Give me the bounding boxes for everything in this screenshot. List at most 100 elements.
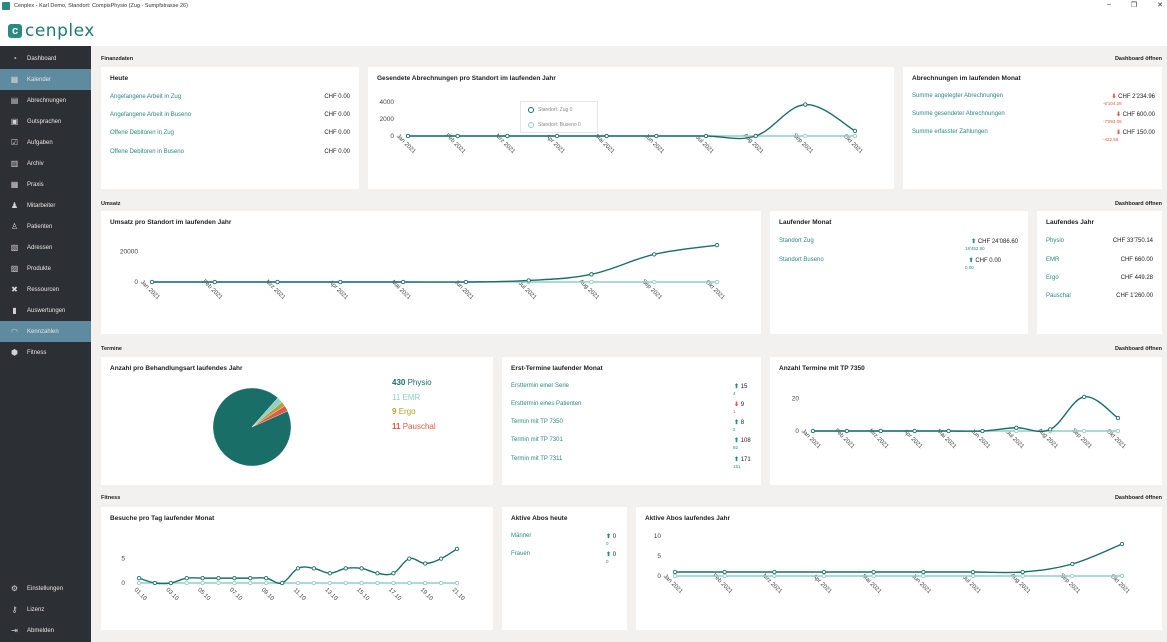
legend-item[interactable]: 9 Ergo (392, 405, 436, 420)
data-point (1081, 394, 1087, 400)
erst-termin-row-delta: 1 (733, 409, 736, 414)
window-titlebar: Cenplex - Karl Demo, Standort: CompisPhy… (0, 0, 1167, 12)
calendar-icon: ▦ (10, 75, 19, 84)
arrow-up-icon: ⬆ (606, 552, 612, 558)
arrow-down-icon: ⬇ (1111, 94, 1117, 100)
minimize-button[interactable]: – (1106, 1, 1111, 8)
legend-item[interactable]: Standort: Buseno 0 (528, 122, 581, 128)
heute-row-label[interactable]: Angefangene Arbeit in Zug (110, 94, 182, 100)
standort-row-label[interactable]: Standort Zug (779, 238, 814, 244)
monat-row-label[interactable]: Summe angelegter Abrechnungen (912, 93, 1004, 99)
arrow-up-icon: ⬆ (968, 258, 974, 264)
jahr-row-label[interactable]: Ergo (1046, 275, 1059, 281)
building-icon: ▦ (10, 180, 19, 189)
open-dashboard-fitness-link[interactable]: Dashboard öffnen (1114, 495, 1162, 501)
erst-termin-row-label[interactable]: Ersttermin einer Serie (511, 383, 570, 389)
sidebar-item-ressourcen[interactable]: ✖ Ressourcen (0, 279, 91, 300)
arrow-up-icon: ⬆ (734, 457, 740, 463)
jahr-row-label[interactable]: Pauschal (1046, 293, 1071, 299)
monat-row-value-text: CHF 2'234.96 (1118, 94, 1155, 100)
sidebar-item-aufgaben[interactable]: ☑ Aufgaben (0, 132, 91, 153)
tasks-icon: ☑ (10, 138, 19, 147)
close-button[interactable]: ✕ (1157, 2, 1163, 9)
data-point (407, 580, 412, 586)
data-point (216, 575, 221, 581)
sidebar-item-patienten[interactable]: ♙ Patienten (0, 216, 91, 237)
section-fitness: Fitness (101, 495, 121, 501)
x-tick-label: 09.10 (260, 587, 275, 602)
jahr-row-label[interactable]: EMR (1046, 257, 1060, 263)
y-tick-label: 0 (390, 133, 394, 140)
sidebar-item-archiv[interactable]: ▥ Archiv (0, 153, 91, 174)
erst-termin-row-label[interactable]: Termin mit TP 7301 (511, 437, 563, 443)
monat-row-label[interactable]: Summe erfasster Zahlungen (912, 129, 988, 135)
data-point (604, 133, 609, 139)
abos-row-label[interactable]: Männer (511, 533, 532, 539)
legend-item[interactable]: 11 EMR (392, 391, 436, 406)
logo-icon: c (8, 24, 22, 38)
sidebar-item-dashboard[interactable]: ◔ Dashboard (0, 48, 91, 69)
data-point (338, 279, 343, 285)
data-point (753, 133, 758, 139)
data-point (168, 580, 173, 586)
open-dashboard-finanz-link[interactable]: Dashboard öffnen (1114, 56, 1162, 62)
data-point (375, 571, 380, 576)
data-point (871, 573, 876, 579)
sidebar-item-gutsprachen[interactable]: ▣ Gutsprachen (0, 111, 91, 132)
maximize-button[interactable]: ❐ (1130, 2, 1138, 9)
sidebar-item-lizenz[interactable]: ⚷ Lizenz (0, 599, 91, 620)
logo[interactable]: c cenplex (8, 21, 95, 41)
x-tick-label: 21.10 (451, 587, 466, 602)
heute-row-label[interactable]: Angefangene Arbeit in Buseno (110, 112, 192, 118)
sidebar-item-praxis[interactable]: ▦ Praxis (0, 174, 91, 195)
sidebar-item-kalender[interactable]: ▦ Kalender (0, 69, 91, 90)
y-tick-label: 5 (657, 553, 661, 560)
legend-item[interactable]: 430 Physio (392, 376, 436, 391)
sidebar-item-auswertungen[interactable]: ▮ Auswertungen (0, 300, 91, 321)
open-dashboard-termine-link[interactable]: Dashboard öffnen (1114, 346, 1162, 352)
pie-slice (251, 405, 288, 428)
erst-termin-row-delta: 4 (733, 391, 736, 396)
sidebar-item-adressen[interactable]: ▧ Adressen (0, 237, 91, 258)
data-point (526, 278, 531, 283)
open-dashboard-umsatz-link[interactable]: Dashboard öffnen (1114, 201, 1162, 207)
data-point (852, 133, 858, 139)
heute-row-label[interactable]: Offene Debitoren in Buseno (110, 149, 184, 155)
sidebar-item-label: Gutsprachen (27, 118, 62, 125)
sidebar-item-label: Adressen (27, 244, 53, 251)
legend-item[interactable]: Standort: Zug 0 (528, 107, 572, 113)
y-tick-label: 0 (134, 279, 138, 286)
sidebar-item-produkte[interactable]: ▨ Produkte (0, 258, 91, 279)
data-point (970, 573, 976, 579)
sidebar-item-kennzahlen[interactable]: ◠ Kennzahlen (0, 321, 91, 342)
abos-heute-card: Aktive Abos heute Männer ⬆ 0 0 Frauen ⬆ … (502, 507, 627, 630)
erst-termin-row-value-text: 171 (740, 457, 751, 463)
heute-row-label[interactable]: Offene Debitoren in Zug (110, 130, 174, 136)
erst-termin-row-label[interactable]: Ersttermin eines Patienten (511, 401, 582, 407)
sidebar-item-abrechnungen[interactable]: ▤ Abrechnungen (0, 90, 91, 111)
data-point (184, 575, 189, 581)
monat-row-label[interactable]: Summe gesendeter Abrechnungen (912, 111, 1005, 117)
standort-row-label[interactable]: Standort Buseno (779, 257, 824, 263)
sidebar-item-einstellungen[interactable]: ⚙ Einstellungen (0, 578, 91, 599)
data-point (200, 575, 205, 581)
sidebar-item-abmelden[interactable]: ⇥ Abmelden (0, 620, 91, 641)
abos-row-label[interactable]: Frauen (511, 551, 531, 557)
data-point (232, 580, 237, 586)
erst-termin-row-value: ⬇ 9 (734, 401, 744, 408)
monat-row-value: ⬇ CHF 600.00 (1116, 111, 1155, 118)
erst-termin-row-label[interactable]: Termin mit TP 7311 (511, 456, 563, 462)
erst-termin-row-label[interactable]: Termin mit TP 7350 (511, 419, 563, 425)
legend-item[interactable]: 11 Pauschal (392, 420, 436, 435)
sidebar-item-mitarbeiter[interactable]: ♟ Mitarbeiter (0, 195, 91, 216)
erst-termin-row-value: ⬆ 15 (734, 383, 747, 390)
sidebar-item-fitness[interactable]: ⬢ Fitness (0, 342, 91, 363)
arrow-down-icon: ⬇ (1115, 130, 1121, 136)
data-point (722, 573, 727, 579)
data-point (279, 580, 285, 586)
data-point (405, 133, 411, 139)
behandlung-title: Anzahl pro Behandlungsart laufendes Jahr (110, 365, 243, 372)
jahr-row-label[interactable]: Physio (1046, 238, 1065, 244)
series-line (152, 244, 718, 283)
